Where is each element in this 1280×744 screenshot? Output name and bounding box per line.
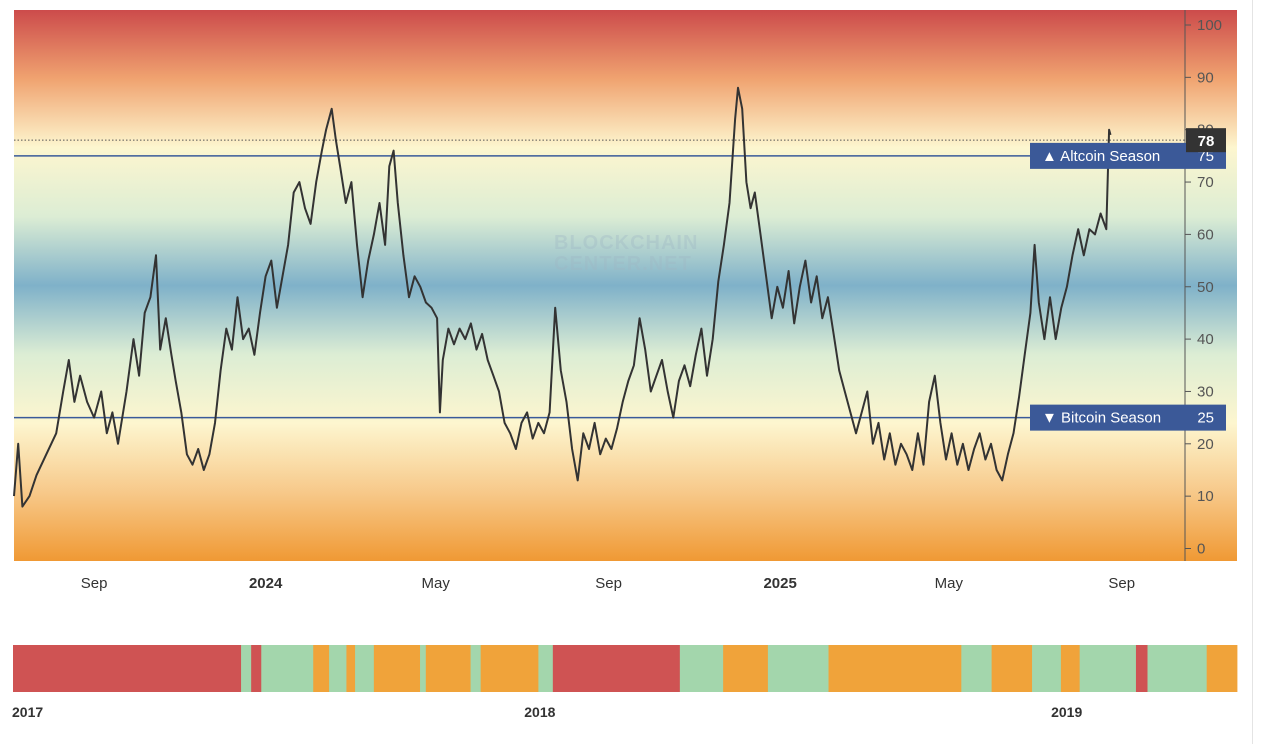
y-tick-label-100: 100: [1197, 17, 1222, 34]
strip-segment-orange: [1060, 645, 1081, 692]
strip-segment-green: [241, 645, 252, 692]
strip-segment-green: [1147, 645, 1208, 692]
y-tick-label-10: 10: [1197, 488, 1214, 505]
reference-tag-label: ▲ Altcoin Season: [1042, 148, 1160, 165]
x-tick-label-4: 2025: [763, 575, 796, 592]
strip-segment-red: [567, 645, 681, 692]
x-tick-label-3: Sep: [595, 575, 622, 592]
reference-lines: [14, 155, 1185, 419]
reference-tag-1: ▼ Bitcoin Season 25: [1030, 404, 1226, 431]
current-tag-bg: [1186, 128, 1226, 153]
strip-segment-green: [767, 645, 780, 692]
reference-tag-label: ▼ Bitcoin Season: [1042, 410, 1161, 427]
y-tick-label-50: 50: [1197, 279, 1214, 296]
strip-segment-orange: [346, 645, 356, 692]
y-tick-label-90: 90: [1197, 69, 1214, 86]
strip-segment-green: [961, 645, 993, 692]
x-tick-label-0: Sep: [81, 575, 108, 592]
current-value-tag: 78: [1186, 128, 1226, 153]
strip-segment-orange: [828, 645, 962, 692]
strip-labels: 2017 2018 2019: [12, 704, 1082, 720]
strip-segment-green: [261, 645, 314, 692]
x-tick-label-6: Sep: [1108, 575, 1135, 592]
watermark-line-2: CENTER.NET: [554, 253, 692, 275]
strip-segment-orange: [991, 645, 1033, 692]
strip-segment-green: [329, 645, 347, 692]
watermark-line-1: BLOCKCHAIN: [554, 232, 698, 254]
strip-year-label-2018: 2018: [524, 704, 555, 720]
strip-segment-green: [538, 645, 554, 692]
strip-segment-orange: [425, 645, 471, 692]
altcoin-season-chart: BLOCKCHAIN CENTER.NET 010203040506070809…: [13, 10, 1237, 592]
strip-segment-orange: [723, 645, 769, 692]
series-line: [13, 86, 1112, 508]
x-tick-label-2: May: [422, 575, 451, 592]
strip-segment-orange: [480, 645, 539, 692]
strip-segment-green: [355, 645, 375, 692]
strip-segment-red: [1135, 645, 1148, 692]
strip-segments: [13, 645, 1238, 692]
strip-segment-orange: [1206, 645, 1238, 692]
strip-segment-red: [251, 645, 262, 692]
strip-segment-green: [1079, 645, 1137, 692]
strip-segment-red: [552, 645, 568, 692]
y-tick-label-60: 60: [1197, 226, 1214, 243]
strip-segment-green: [779, 645, 829, 692]
strip-segment-orange: [373, 645, 421, 692]
current-tag-value: 78: [1198, 133, 1215, 150]
y-tick-label-20: 20: [1197, 436, 1214, 453]
x-tick-label-1: 2024: [249, 575, 283, 592]
strip-segment-green: [1032, 645, 1062, 692]
strip-segment-green: [470, 645, 482, 692]
strip-segment-green: [679, 645, 724, 692]
reference-tag-bg: [1030, 404, 1226, 431]
strip-segment-orange: [313, 645, 330, 692]
strip-segment-green: [420, 645, 427, 692]
y-tick-label-70: 70: [1197, 174, 1214, 191]
y-tick-label-40: 40: [1197, 331, 1214, 348]
chart-background: [14, 10, 1237, 561]
strip-segment-red: [13, 645, 242, 692]
reference-tag-value: 25: [1197, 410, 1214, 427]
y-tick-label-0: 0: [1197, 541, 1205, 558]
x-tick-label-5: May: [935, 575, 964, 592]
watermark: BLOCKCHAIN CENTER.NET: [554, 232, 698, 275]
strip-year-label-2017: 2017: [12, 704, 43, 720]
y-axis: 0102030405060708090100: [1185, 17, 1222, 558]
y-tick-label-30: 30: [1197, 383, 1214, 400]
strip-year-label-2019: 2019: [1051, 704, 1082, 720]
right-border: [1252, 0, 1253, 744]
x-axis: Sep 2024 May Sep 2025 May Sep: [81, 575, 1135, 592]
season-history-strip: 2017 2018 2019: [12, 645, 1238, 720]
